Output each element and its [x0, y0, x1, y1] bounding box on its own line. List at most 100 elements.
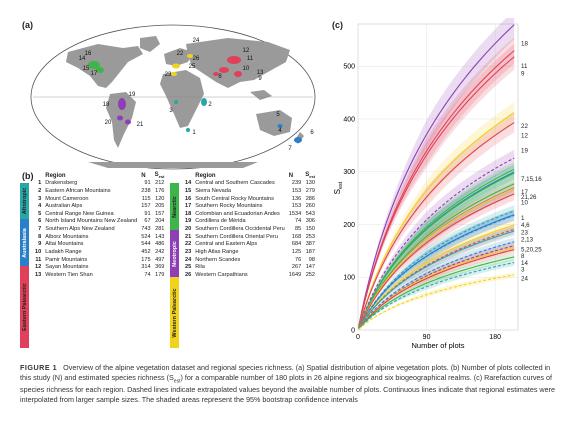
- end-label: 12: [521, 132, 528, 139]
- plot-count: 136: [291, 195, 302, 202]
- map-label: 3: [169, 108, 173, 114]
- region-number: 9: [38, 241, 42, 248]
- table-right: Region N Sest 14 Central and Southern Cas…: [170, 172, 317, 280]
- confidence-band: [358, 205, 515, 329]
- end-label: 5,20,25: [521, 246, 542, 253]
- region-name: Mount Cameroon: [45, 195, 89, 202]
- x-tick-label: 180: [489, 334, 501, 341]
- region-number: 11: [35, 256, 42, 263]
- x-tick-label: 0: [356, 334, 360, 341]
- region-name: Western Carpathians: [195, 271, 248, 278]
- table-row: 9 Altai Mountains 544 486: [20, 242, 166, 250]
- caption-text-1: Overview of the alpine vegetation datase…: [20, 363, 551, 382]
- region-number: 15: [185, 187, 192, 194]
- region-number: 4: [38, 203, 42, 210]
- region-number: 22: [185, 241, 192, 248]
- region-name: Altai Mountains: [45, 241, 84, 248]
- caption-text-2: ) for a comparable number of 180 plots i…: [20, 372, 555, 405]
- plot-count: 67: [144, 218, 151, 225]
- region-name: Colombian and Ecuadorian Andes: [195, 210, 280, 217]
- estimated-richness: 147: [305, 264, 316, 271]
- table-row: 5 Central Range New Guinea 91 157: [20, 211, 166, 219]
- region-number: 3: [38, 195, 42, 202]
- table-row: 15 Sierra Nevada 153 279: [170, 188, 317, 196]
- table-row: 7 Southern Alps New Zealand 743 281: [20, 226, 166, 234]
- curve-region-9: [358, 56, 515, 327]
- curve-region-26: [358, 187, 515, 329]
- map-label: 1: [192, 130, 196, 136]
- region-number: 20: [185, 226, 192, 233]
- map-label: 26: [193, 56, 200, 62]
- confidence-band: [358, 181, 515, 329]
- curve-region-14: [358, 256, 515, 330]
- plot-count: 1534: [288, 210, 302, 217]
- region-number: 12: [35, 264, 42, 271]
- plot-count: 157: [141, 203, 151, 210]
- region-name: Australian Alps: [45, 203, 83, 210]
- end-label: 8: [521, 253, 525, 260]
- table-right-half: Region N Sest 14 Central and Southern Cas…: [170, 172, 328, 280]
- confidence-band: [358, 18, 515, 327]
- map-label: 22: [177, 51, 184, 57]
- region-number: 18: [185, 210, 192, 217]
- realm-neotropic: Neotropic: [170, 230, 179, 277]
- end-label: 14: [521, 260, 528, 267]
- confidence-band: [358, 241, 515, 329]
- map-label: 6: [310, 130, 314, 136]
- curve-region-1: [358, 210, 515, 329]
- region-name: Sierra Nevada: [195, 187, 231, 194]
- plot-count: 238: [141, 187, 151, 194]
- end-label: 4,6: [521, 222, 530, 229]
- curve-region-3: [358, 262, 515, 330]
- y-tick-label: 200: [343, 222, 355, 229]
- estimated-richness: 260: [305, 203, 316, 210]
- estimated-richness: 253: [305, 233, 316, 240]
- end-label: 3: [521, 266, 525, 273]
- map-label: 13: [257, 70, 264, 76]
- table-header-row: Region N Sest: [170, 172, 317, 180]
- table-left-half: Region N Sest 1 Drakensberg 91 212 2 Eastern …: [20, 172, 170, 280]
- realm-australasia: Australasia: [20, 219, 29, 266]
- plot-count: 267: [291, 264, 302, 271]
- region-number: 8: [38, 233, 42, 240]
- curve-region-18: [358, 24, 515, 327]
- region-number: 13: [35, 271, 42, 278]
- plot-count: 74: [295, 218, 302, 225]
- plot-count: 168: [291, 233, 302, 240]
- region-table: Region N Sest 1 Drakensberg 91 212 2 Eastern …: [20, 172, 328, 280]
- estimated-richness: 98: [308, 256, 316, 263]
- map-label: 4: [278, 128, 282, 134]
- map-label: 23: [165, 72, 172, 78]
- region-name: Northern Scandes: [195, 256, 241, 263]
- panel-label-c: (c): [332, 20, 343, 30]
- map-label: 16: [85, 51, 92, 57]
- region-name: Southern Cordillera Oriental Peru: [195, 233, 278, 240]
- confidence-band: [358, 219, 515, 329]
- map-label: 10: [243, 66, 250, 72]
- table-row: 22 Central and Eastern Alps 684 387: [170, 242, 317, 250]
- end-label: 9: [521, 71, 525, 78]
- plot-count: 1649: [288, 271, 302, 278]
- y-tick-label: 100: [343, 275, 355, 282]
- panel-label-a: (a): [22, 20, 33, 30]
- region-name: Ladakh Range: [45, 249, 82, 256]
- table-row: 19 Cordillera de Mérida 74 306: [170, 219, 317, 227]
- table-row: 23 High Atlas Range 125 187: [170, 249, 317, 257]
- realm-nearctic: Nearctic: [170, 183, 179, 230]
- end-label: 11: [521, 63, 528, 70]
- map-label: 14: [79, 56, 86, 62]
- region-number: 23: [185, 249, 192, 256]
- end-label: 7,15,16: [521, 176, 542, 183]
- estimated-richness: 306: [305, 218, 316, 225]
- confidence-band: [358, 149, 515, 328]
- x-axis-label: Number of plots: [412, 341, 465, 350]
- panel-label-b: (b): [22, 171, 34, 181]
- curve-region-25: [358, 246, 515, 330]
- curve-region-10: [358, 193, 515, 329]
- map-label: 21: [137, 122, 144, 128]
- estimated-richness: 497: [155, 256, 165, 263]
- region-number: 14: [185, 180, 192, 187]
